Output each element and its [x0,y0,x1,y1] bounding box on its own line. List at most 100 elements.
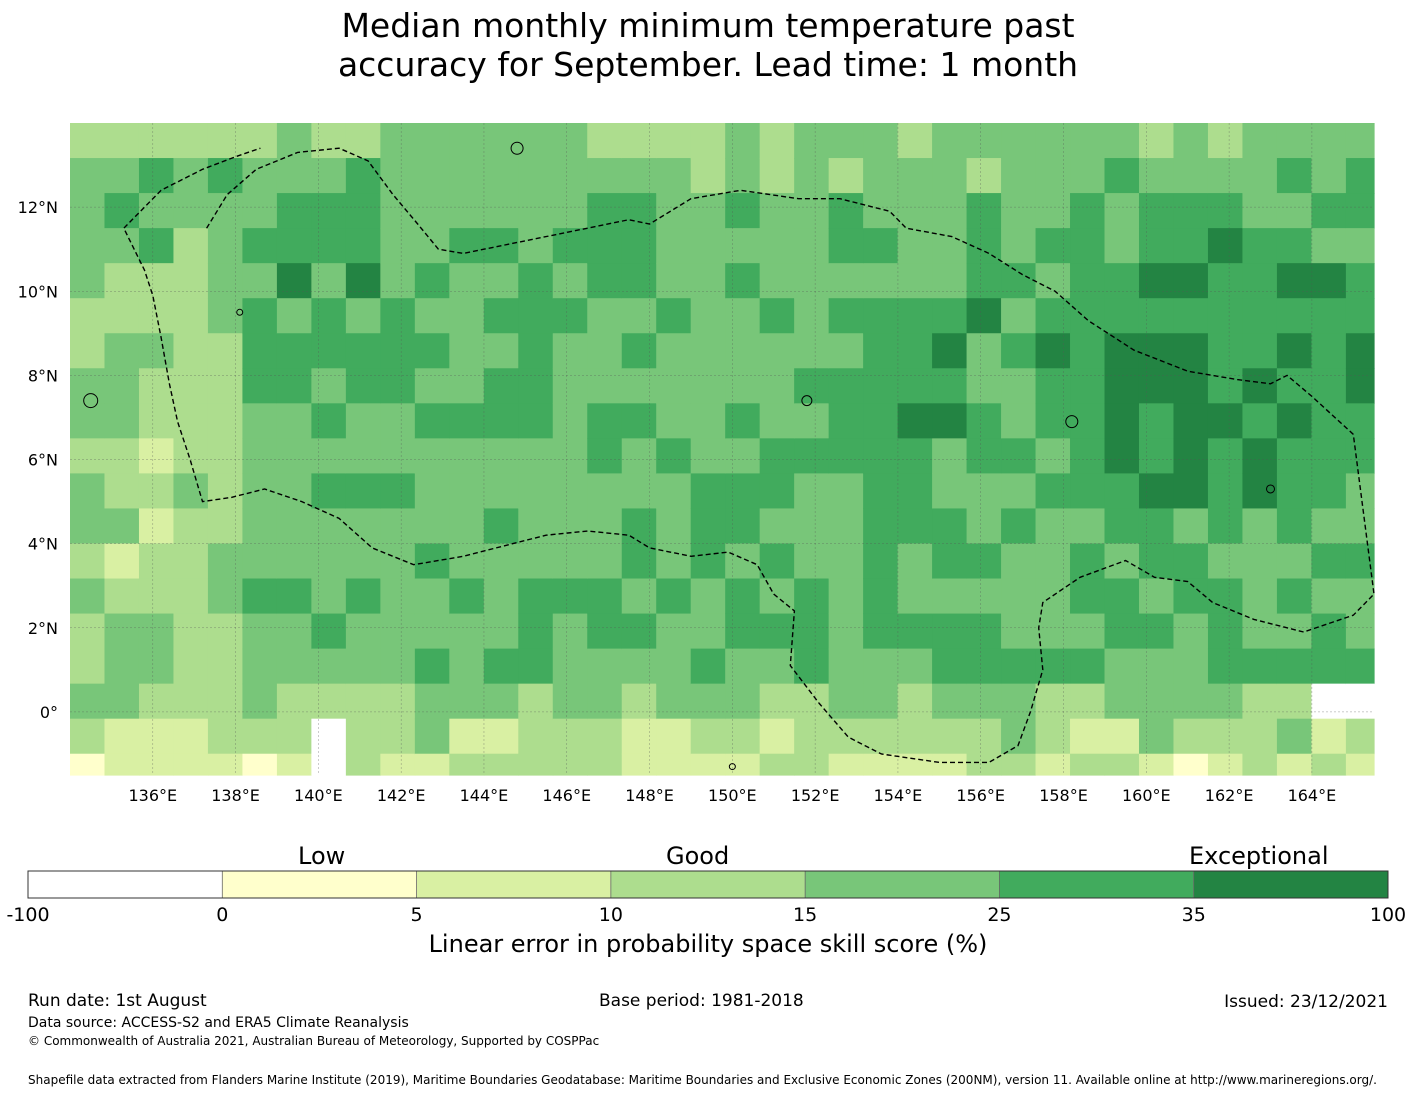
skill-cell [863,683,899,720]
latitude-labels: 12°N 10°N 8°N 6°N 4°N 2°N 0° [18,198,58,722]
graticule [70,123,1374,775]
skill-cell [207,368,244,404]
skill-cell [104,473,140,510]
skill-cell [1001,438,1037,474]
skill-cell [759,123,795,159]
skill-cell [276,333,312,369]
skill-cell [1001,228,1037,264]
skill-cell [483,263,519,299]
skill-cell [690,718,726,755]
skill-cell [897,123,933,159]
skill-cell [1207,543,1244,580]
skill-cell [1070,403,1106,439]
skill-cell [725,333,761,369]
skill-cell [725,508,761,545]
skill-cell [759,228,795,264]
skill-cell [932,613,968,650]
colorbar-tick-label: 25 [987,904,1011,926]
skill-cell [345,368,381,404]
skill-cell [70,193,106,229]
skill-cell [138,648,175,685]
skill-cell [1311,753,1347,776]
skill-cell [1104,718,1140,755]
data-source: Data source: ACCESS-S2 and ERA5 Climate … [28,1015,409,1031]
skill-cell [518,228,554,264]
skill-cell [966,123,1002,159]
skill-cell [966,683,1002,720]
skill-cell [1311,718,1347,755]
skill-cell [863,228,899,264]
skill-cell [70,438,106,474]
skill-cell [276,473,312,510]
skill-cell [414,648,450,685]
skill-cell [1001,403,1037,439]
skill-cell [1345,263,1375,299]
skill-cell [207,683,244,720]
skill-cell [1104,193,1140,229]
skill-cell [621,193,657,229]
skill-cell [1242,263,1278,299]
skill-cell [552,683,588,720]
skill-cell [1104,123,1140,159]
skill-cell [138,578,175,615]
skill-cell [518,368,554,404]
skill-cell [414,613,450,650]
skill-cell [621,298,657,334]
skill-cell [966,158,1002,194]
skill-cell [828,473,864,510]
skill-cell [690,368,726,404]
skill-cell [414,158,450,194]
skill-cell [1070,438,1106,474]
longitude-labels: 136°E 138°E 140°E 142°E 144°E 146°E 148°E 150°E… [128,786,1336,805]
skill-cell [690,403,726,439]
skill-cell [242,263,278,299]
skill-cell [552,368,588,404]
skill-cell [587,578,623,615]
skill-cell [621,228,657,264]
colorbar-tick-label: 15 [793,904,817,926]
skill-cell [173,753,209,776]
skill-cell [1311,123,1347,159]
skill-cell [828,753,864,776]
skill-cell [1138,578,1175,615]
lon-tick-label: 150°E [708,786,757,805]
skill-cell [759,438,795,474]
skill-cell [1104,543,1140,580]
skill-cell [173,158,209,194]
skill-cell [1001,368,1037,404]
skill-cell [138,403,175,439]
skill-cell [690,123,726,159]
skill-cell [518,123,554,159]
skill-cell [1001,753,1037,776]
skill-cell [70,123,106,159]
lon-tick-label: 162°E [1205,786,1254,805]
skill-cell [1242,648,1278,685]
skill-cell [380,473,416,510]
skill-cell [759,718,795,755]
skill-cell [311,368,347,404]
skill-cell [104,648,140,685]
skill-cell [138,613,175,650]
skill-cell [1173,508,1209,545]
skill-cell [621,333,657,369]
island [236,308,244,316]
skill-cell [690,193,726,229]
skill-cell [173,543,209,580]
skill-cell [483,753,519,776]
skill-cell [311,648,347,685]
island [1266,484,1276,494]
skill-cell [1276,753,1312,776]
skill-cell [932,543,968,580]
skill-cell [725,193,761,229]
lon-tick-label: 154°E [874,786,923,805]
skill-cell [794,403,830,439]
skill-cell [173,613,209,650]
skill-cell [518,508,554,545]
skill-cell [449,473,485,510]
base-period: Base period: 1981-2018 [599,991,804,1011]
skill-cell [276,613,312,650]
skill-cell [966,263,1002,299]
skill-cell [621,158,657,194]
skill-cell [1104,753,1140,776]
lon-tick-label: 142°E [377,786,426,805]
